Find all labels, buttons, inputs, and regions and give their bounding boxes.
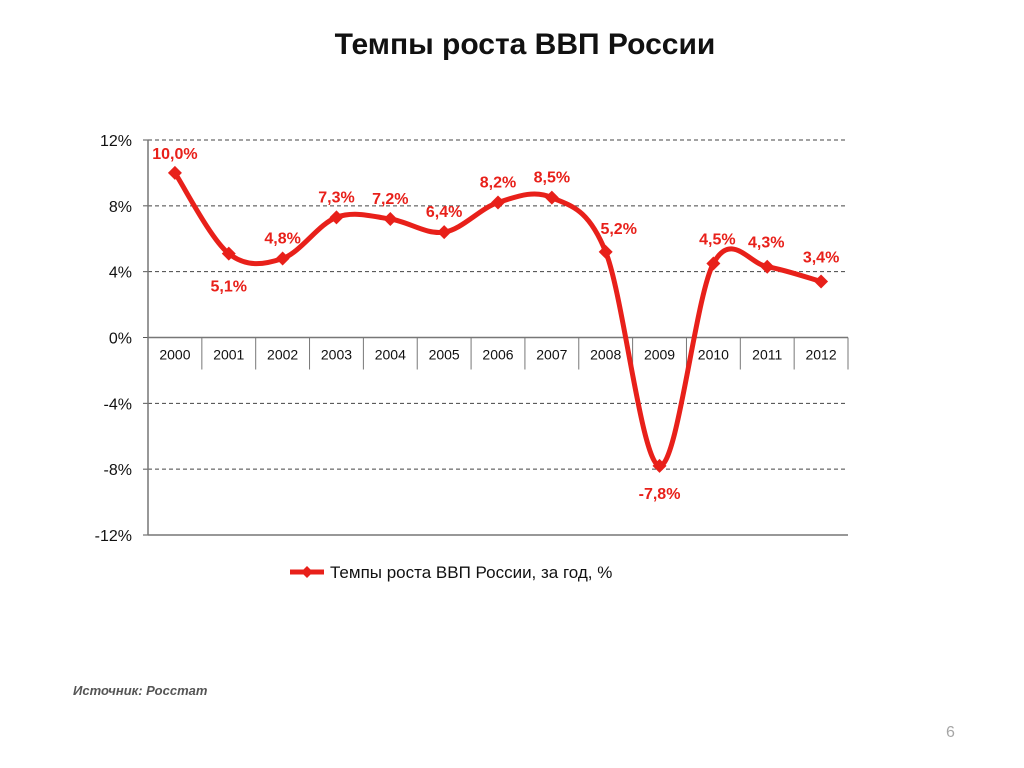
x-tick-label: 2006 [482,347,513,363]
data-label: 10,0% [152,146,197,163]
x-tick-label: 2010 [698,347,729,363]
data-label: 8,2% [480,175,516,192]
x-tick-label: 2002 [267,347,298,363]
series-layer [167,165,829,473]
y-tick-label: 4% [109,265,132,282]
x-tick-label: 2012 [805,347,836,363]
data-label: 4,3% [748,235,784,252]
y-tick-label: 12% [100,133,132,150]
x-tick-label: 2000 [159,347,190,363]
data-label: -7,8% [639,486,681,503]
data-point [706,256,721,271]
data-label: 6,4% [426,204,462,221]
x-tick-label: 2008 [590,347,621,363]
data-point [275,251,290,266]
data-label: 5,1% [211,279,247,296]
y-tick-label: -12% [95,528,132,545]
x-tick-label: 2004 [375,347,406,363]
x-tick-label: 2005 [429,347,460,363]
data-point [221,246,236,261]
x-tick-label: 2003 [321,347,352,363]
data-point [329,210,344,225]
data-label: 5,2% [600,221,636,238]
data-point [760,259,775,274]
x-tick-label: 2001 [213,347,244,363]
y-tick-label: -4% [104,396,132,413]
x-tick-label: 2009 [644,347,675,363]
series-line [172,170,824,469]
data-point [598,244,613,259]
slide-title: Темпы роста ВВП России [334,28,716,61]
data-point [167,165,182,180]
data-point [814,274,829,289]
data-point [437,225,452,240]
y-tick-label: 0% [109,331,132,348]
x-tick-label: 2007 [536,347,567,363]
page-number: 6 [946,724,955,741]
data-point [383,212,398,226]
y-tick-label: -8% [104,462,132,479]
data-label: 3,4% [803,250,839,267]
data-point [491,195,505,210]
data-label: 4,8% [264,231,300,248]
data-label: 8,5% [534,170,570,187]
legend-marker [301,566,313,578]
data-label: 7,3% [318,189,354,206]
y-tick-label: 8% [109,199,132,216]
data-point [652,458,667,473]
legend-label: Темпы роста ВВП России, за год, % [330,563,612,582]
data-label: 4,5% [699,231,735,248]
legend: Темпы роста ВВП России, за год, % [290,563,612,582]
data-point [544,190,559,205]
x-tick-label: 2011 [752,347,782,363]
data-label-layer: 10,0% 5,1% 4,8% 7,3% 7,2% 6,4% 8,2% 8,5% 5,2% -7,… [152,146,839,503]
axis-layer: 12% 8% 4% 0% -4% -8% -12% 2000 2001 2002 2003 2004 2… [95,133,849,545]
data-label: 7,2% [372,191,408,208]
source-note: Источник: Росстат [73,683,208,698]
